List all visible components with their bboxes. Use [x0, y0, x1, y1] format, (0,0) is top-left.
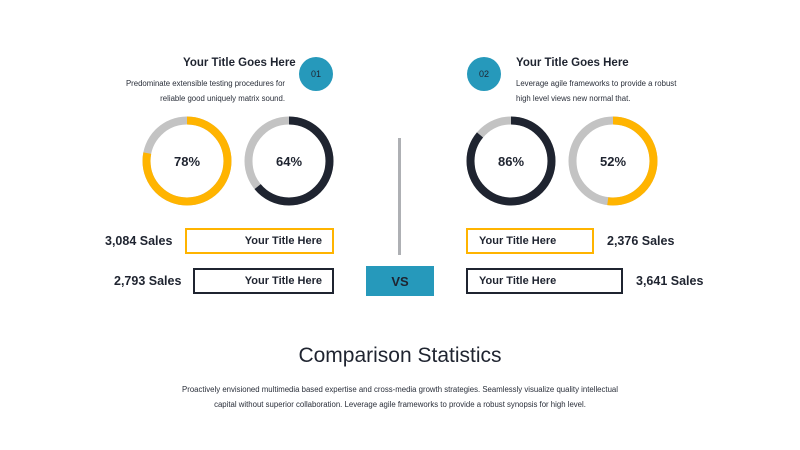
left-description-line-2: reliable good uniquely matrix sound. — [160, 94, 285, 103]
right-title: Your Title Goes Here — [516, 57, 629, 69]
center-divider — [398, 138, 401, 255]
left-row-2-box-label: Your Title Here — [244, 275, 322, 287]
right-donut-2-chart — [568, 116, 658, 206]
right-donut-2-label: 52% — [599, 153, 627, 169]
left-description: Predominate extensible testing procedure… — [100, 76, 285, 106]
right-donut-2: 52% — [568, 116, 658, 206]
right-description-line-1: Leverage agile frameworks to provide a r… — [516, 79, 677, 88]
left-donut-2: 64% — [244, 116, 334, 206]
left-row-1-box: Your Title Here — [185, 228, 334, 254]
comparison-description: Proactively envisioned multimedia based … — [0, 382, 800, 412]
right-description-line-2: high level views new normal that. — [516, 94, 631, 103]
right-donut-1-chart — [466, 116, 556, 206]
right-description: Leverage agile frameworks to provide a r… — [516, 76, 716, 106]
left-donut-1: 78% — [142, 116, 232, 206]
right-donut-1-value-arc — [466, 116, 556, 206]
right-row-1-box-label: Your Title Here — [479, 235, 557, 247]
left-donut-1-label: 78% — [173, 153, 201, 169]
right-number-badge: 02 — [467, 57, 501, 91]
comparison-description-line-2: capital without superior collaboration. … — [214, 400, 586, 409]
vs-badge: VS — [366, 266, 434, 296]
left-donut-1-value-arc — [142, 116, 232, 206]
right-row-1-sales: 2,376 Sales — [607, 234, 675, 248]
left-row-2-box: Your Title Here — [193, 268, 334, 294]
comparison-description-line-1: Proactively envisioned multimedia based … — [182, 385, 618, 394]
comparison-title: Comparison Statistics — [298, 344, 502, 367]
left-donut-2-label: 64% — [275, 153, 303, 169]
right-row-1-box: Your Title Here — [466, 228, 594, 254]
left-row-1-box-label: Your Title Here — [244, 235, 322, 247]
right-donut-2-value-arc — [568, 116, 658, 206]
left-title: Your Title Goes Here — [183, 57, 296, 69]
right-donut-1: 86% — [466, 116, 556, 206]
right-donut-1-label: 86% — [497, 153, 525, 169]
left-row-2-sales: 2,793 Sales — [114, 274, 182, 288]
right-row-2-sales: 3,641 Sales — [636, 274, 704, 288]
right-row-2-box-label: Your Title Here — [479, 275, 557, 287]
left-donut-1-chart — [142, 116, 232, 206]
left-donut-2-chart — [244, 116, 334, 206]
left-donut-2-value-arc — [244, 116, 334, 206]
left-description-line-1: Predominate extensible testing procedure… — [125, 79, 285, 88]
left-row-1-sales: 3,084 Sales — [105, 234, 173, 248]
right-row-2-box: Your Title Here — [466, 268, 623, 294]
left-number-badge: 01 — [299, 57, 333, 91]
